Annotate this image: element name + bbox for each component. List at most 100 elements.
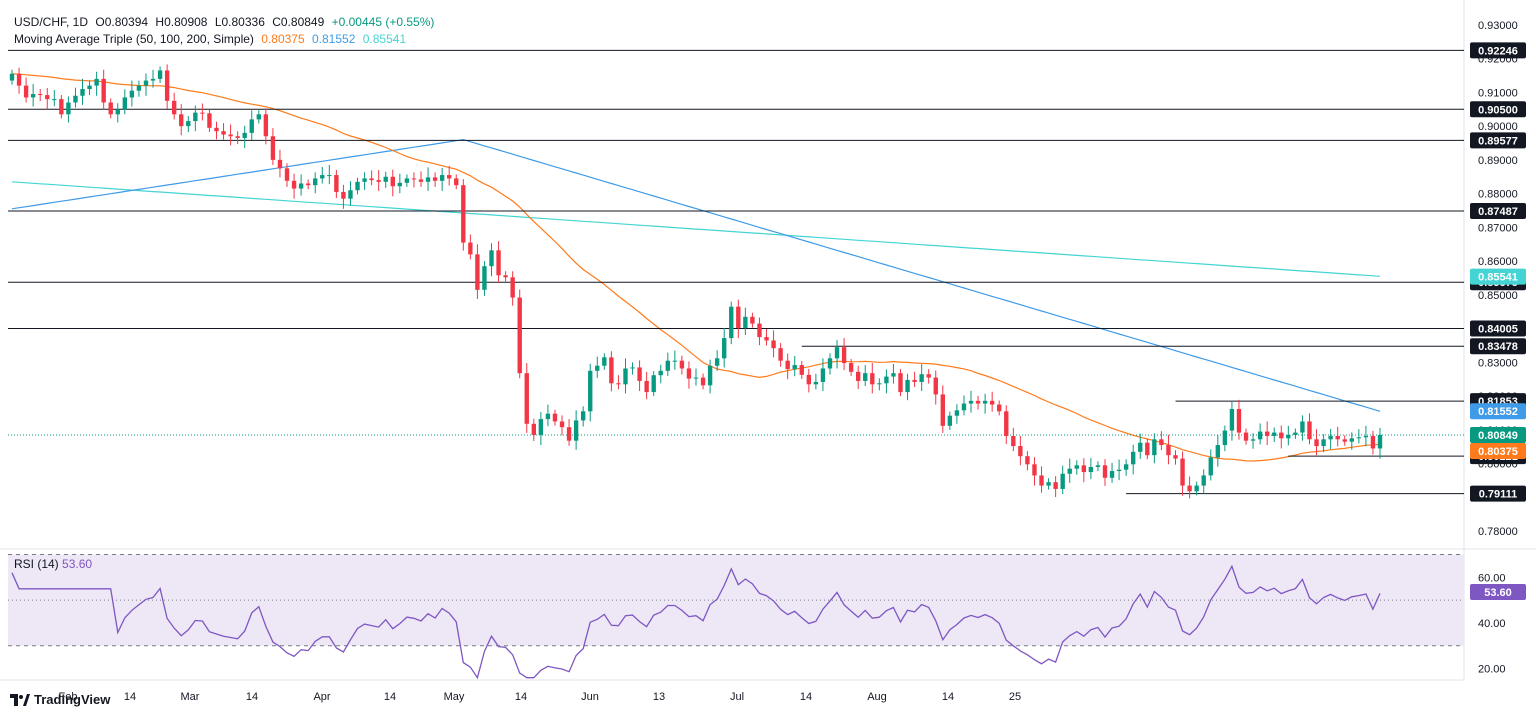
time-tick-label: Feb [59,691,78,703]
candle-body [1039,475,1044,486]
candle-body [1166,445,1171,456]
candle-body [1272,432,1277,436]
level-badge [1470,202,1526,219]
candle-body [989,400,995,405]
price-badge [1470,426,1526,443]
rsi-label[interactable]: RSI (14) [14,557,59,571]
level-badge [1470,42,1526,59]
candle-body [898,373,903,393]
candle-body [517,297,522,374]
price-tick-label: 0.91000 [1478,87,1518,99]
rsi-badge-label: 53.60 [1484,587,1512,599]
candle-body [813,381,819,385]
time-tick-label: Apr [313,691,330,703]
rsi-badge [1470,583,1526,600]
candle-body [1123,464,1129,470]
candle-body [1152,439,1157,456]
candle-body [975,400,981,404]
rsi-tick-label: 60.00 [1478,572,1506,584]
candle-body [263,114,269,137]
price-tick-label: 0.85000 [1478,290,1518,302]
level-badge-label: 0.92246 [1478,45,1518,57]
candle-body [186,121,191,127]
rsi-value: 53.60 [62,557,93,571]
time-tick-label: 14 [124,691,136,703]
time-tick-label: Jun [581,691,599,703]
level-badge-label: 0.79111 [1479,489,1518,501]
ma-label[interactable]: Moving Average Triple (50, 100, 200, Sim… [14,32,254,46]
candle-body [376,180,381,182]
candle-body [602,357,607,366]
candle-body [566,427,572,441]
candle-body [947,415,953,426]
candle-body [1264,431,1270,436]
time-tick-label: 14 [515,691,527,703]
candle-body [313,178,318,186]
candle-body [425,177,431,182]
candle-body [630,367,635,369]
candle-body [1032,464,1037,476]
open-value: O0.80394 [95,15,149,29]
candle-body [545,413,551,420]
candle-body [447,175,452,179]
candle-body [1328,435,1333,440]
candle-body [150,78,156,81]
candle-body [348,190,353,199]
time-tick-label: 25 [1009,691,1021,703]
candle-body [834,347,840,359]
candle-body [693,377,699,379]
price-badge-label: 0.81552 [1478,406,1518,418]
time-tick-label: 14 [384,691,396,703]
candle-body [757,323,762,338]
candle-body [686,368,692,379]
symbol-label[interactable]: USD/CHF, 1D [14,15,89,29]
candle-body [1011,435,1016,447]
candle-body [820,368,826,382]
candle-body [214,127,219,132]
candle-body [1074,465,1079,469]
candle-body [1159,439,1164,446]
candle-body [722,338,727,359]
candle-body [580,411,586,421]
candle-body [320,175,325,179]
candle-body [1215,445,1221,458]
candle-body [919,374,924,382]
candle-body [1018,446,1023,457]
candle-body [334,175,339,192]
candle-body [16,73,22,86]
level-badge [1470,101,1526,118]
candle-body [524,373,529,424]
candle-body [538,419,544,435]
candle-body [884,376,889,384]
candle-body [418,179,424,182]
price-badge-label: 0.80849 [1478,430,1518,442]
price-badge [1470,268,1526,285]
ma50-value: 0.80375 [261,32,305,46]
candle-body [1095,465,1101,467]
candle-body [729,306,734,339]
candle-body [1370,435,1376,449]
candle-body [1293,432,1298,435]
candle-body [52,99,57,101]
low-value: L0.80336 [214,15,265,29]
candle-body [439,175,445,181]
price-tick-label: 0.78000 [1478,526,1518,538]
candle-body [1187,485,1192,492]
time-tick-label: May [444,691,465,703]
candle-body [1145,442,1150,456]
price-tick-label: 0.83000 [1478,357,1518,369]
candle-body [129,90,135,98]
price-tick-label: 0.86000 [1478,256,1518,268]
candle-body [827,358,833,369]
candle-body [1194,485,1199,492]
candle-body [870,373,875,385]
time-tick-label: 14 [800,691,812,703]
candle-body [679,360,685,369]
candle-body [841,347,847,364]
tradingview-brand[interactable]: TradingView [10,692,110,707]
candle-body [778,348,783,361]
candle-body [665,360,670,371]
candle-body [1025,456,1030,465]
candle-body [171,100,177,115]
